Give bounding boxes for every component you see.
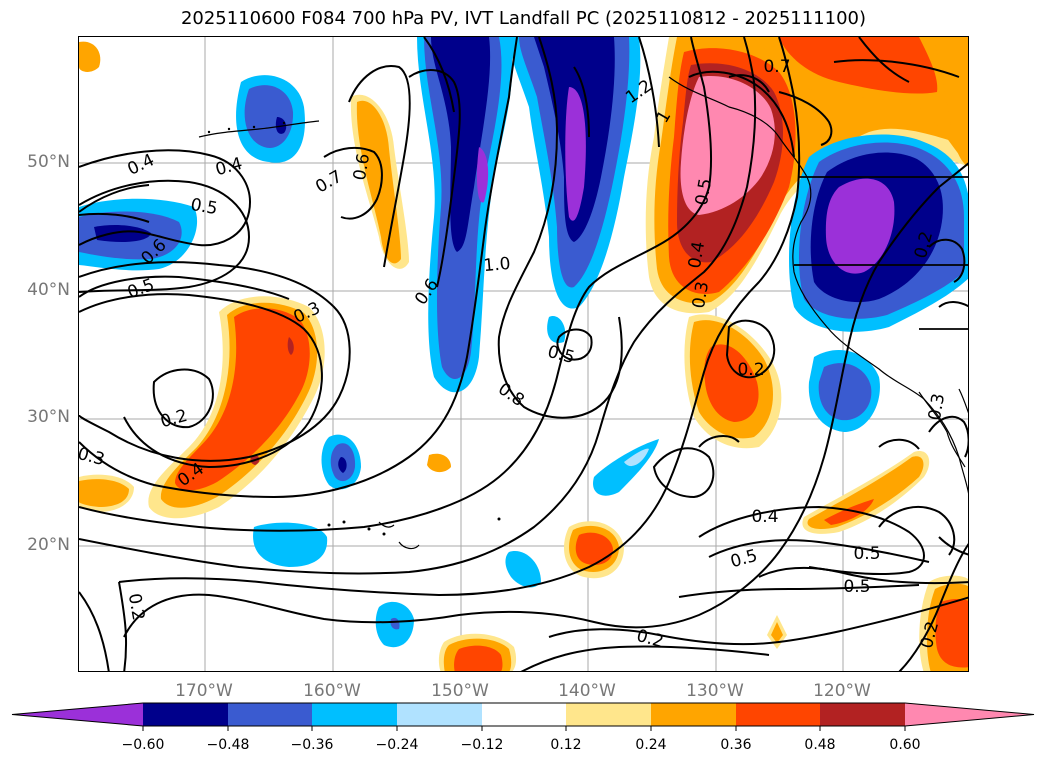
contour-label: 0.3 [925, 392, 949, 422]
colorbar-segment [651, 703, 736, 726]
colorbar-outline [11, 702, 1035, 727]
contour-label-group: 0.5 [843, 577, 870, 597]
contour-label: 0.5 [545, 342, 576, 368]
colorbar-segment [312, 703, 397, 726]
lat-label-30n: 30°N [27, 407, 70, 427]
colorbar-tick-label: −0.48 [206, 737, 250, 753]
contour-label: 0.5 [843, 577, 870, 597]
colorbar-segment [482, 703, 566, 726]
contour-label: 0.5 [692, 177, 716, 207]
contour-label-group: 0.4 [751, 507, 778, 527]
colorbar-tick-label: −0.36 [290, 737, 334, 753]
contour-label: 0.5 [728, 546, 759, 572]
colorbar-segment [820, 703, 905, 726]
colorbar-segment [143, 703, 228, 726]
contour-label: 0.4 [685, 240, 709, 270]
lon-label-150w: 150°W [431, 681, 489, 701]
contour-labels: 0.4 0.40.50.7 0.60.60.50.30.61.00.50.80.20… [79, 57, 949, 652]
map-canvas: 0.4 0.40.50.7 0.60.60.50.30.61.00.50.80.20… [79, 37, 968, 671]
contour-label-group: 0.5 [853, 544, 880, 564]
colorbar-segments [11, 702, 1035, 731]
map-title: 2025110600 F084 700 hPa PV, IVT Landfall… [180, 8, 867, 29]
contour-label-group: 0.2 [124, 592, 148, 622]
contour-label: 0.6 [350, 152, 374, 182]
lat-label-40n: 40°N [27, 280, 70, 300]
lon-label-170w: 170°W [175, 681, 233, 701]
lon-label-120w: 120°W [813, 681, 871, 701]
contour-label-group: 0.6 [350, 152, 374, 182]
contour-label-group: 0.2 [158, 406, 189, 432]
contour-label: 1.0 [483, 254, 512, 276]
contour-label-group: 0.5 [545, 342, 576, 368]
colorbar-segment [905, 703, 1034, 726]
contour-label-group: 0.5 [189, 195, 219, 219]
contour-label-group: 0.4 [685, 240, 709, 270]
colorbar-tick-label: 0.24 [635, 737, 667, 753]
contour-label-group: 0.2 [737, 360, 764, 380]
contour-label-group: 1.0 [483, 254, 512, 276]
colorbar-segment [397, 703, 482, 726]
lon-label-130w: 130°W [686, 681, 744, 701]
contour-label: 0.2 [737, 360, 764, 380]
islands [207, 121, 501, 536]
contour-label: 0.2 [158, 406, 189, 432]
colorbar-tick-label: 0.60 [889, 737, 921, 753]
colorbar-tick-label: −0.60 [121, 737, 165, 753]
lon-label-160w: 160°W [303, 681, 361, 701]
coastlines [198, 76, 968, 550]
colorbar-tick-label: −0.24 [375, 737, 419, 753]
contour-label-group: 0.7 [312, 167, 345, 198]
pv-fills [79, 37, 968, 671]
contour-label-group: 0.5 [692, 177, 716, 207]
colorbar-tick-label: 0.48 [804, 737, 836, 753]
contour-label-group: 0.5 [125, 275, 157, 303]
colorbar-tick-label: −0.12 [460, 737, 504, 753]
contour-label-group: 0.3 [925, 392, 949, 422]
contour-label-group: 0.7 [763, 57, 790, 77]
contour-label: 0.3 [689, 280, 713, 310]
contour-label: 0.5 [853, 544, 880, 564]
colorbar-segment [736, 703, 820, 726]
colorbar-tick-label: 0.36 [720, 737, 752, 753]
lat-label-20n: 20°N [27, 535, 70, 555]
contour-label-group: 1 [653, 107, 676, 126]
contour-label: 0.2 [634, 626, 665, 652]
colorbar-tick-label: 0.12 [550, 737, 582, 753]
map-panel: 0.4 0.4 0.5 0.7 0.6 0.6 0.5 0.3 0.6 1.0 0.5 0.8 0.2 0… [78, 36, 969, 672]
contour-label-group: 0.3 [79, 444, 107, 470]
contour-label: 0.2 [124, 592, 148, 622]
colorbar-segment [228, 703, 312, 726]
contour-label: 0.4 [751, 507, 778, 527]
contour-label-group: 0.2 [634, 626, 665, 652]
contour-label-group: 0.3 [689, 280, 713, 310]
contour-label: 0.5 [189, 195, 219, 219]
lat-label-50n: 50°N [27, 152, 70, 172]
borders [794, 176, 968, 330]
colorbar-segment [12, 703, 143, 726]
contour-label: 0.7 [763, 57, 790, 77]
lon-label-140w: 140°W [558, 681, 616, 701]
colorbar-segment [566, 703, 651, 726]
pv-contours [79, 37, 968, 671]
